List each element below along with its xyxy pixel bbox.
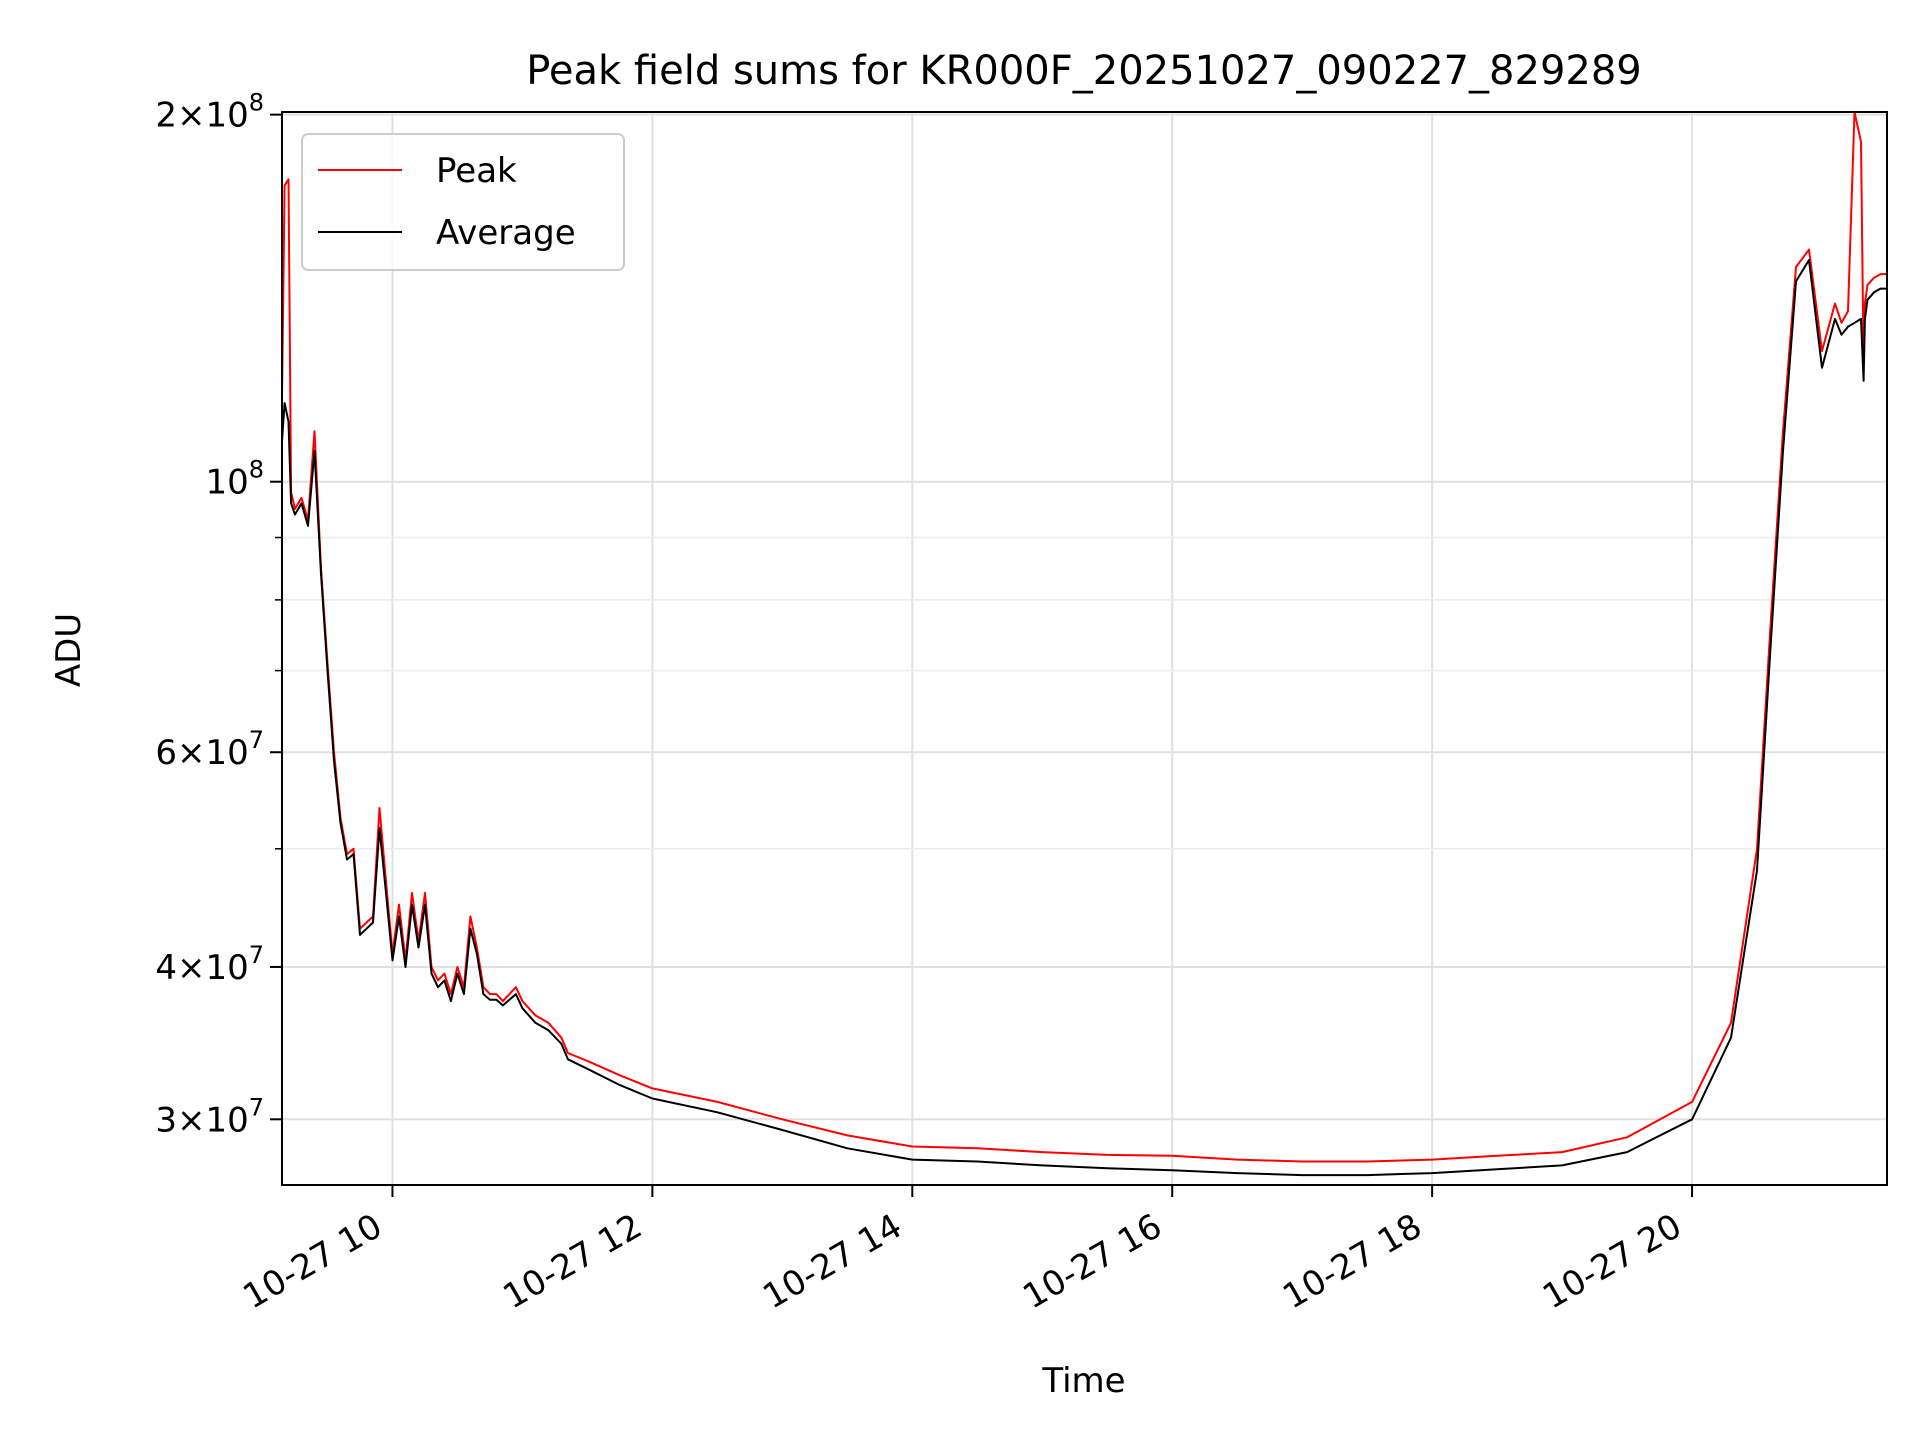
legend: Peak Average bbox=[301, 133, 625, 271]
legend-label-average: Average bbox=[436, 213, 576, 253]
plot-frame bbox=[281, 111, 1888, 1186]
y-axis-label: ADU bbox=[49, 613, 89, 687]
gridlines bbox=[282, 112, 1887, 1185]
x-axis-label: Time bbox=[1041, 1361, 1125, 1401]
legend-frame bbox=[301, 133, 625, 271]
chart-title: Peak field sums for KR000F_20251027_0902… bbox=[526, 48, 1642, 94]
series-layer bbox=[282, 112, 1887, 1177]
y-tick-label: 6×107 bbox=[155, 726, 264, 773]
series-line-average bbox=[282, 259, 1887, 1177]
y-tick-label: 3×107 bbox=[155, 1093, 264, 1140]
y-tick-label: 4×107 bbox=[155, 941, 264, 988]
y-tick-label: 2×108 bbox=[155, 89, 264, 136]
legend-label-peak: Peak bbox=[436, 151, 517, 191]
